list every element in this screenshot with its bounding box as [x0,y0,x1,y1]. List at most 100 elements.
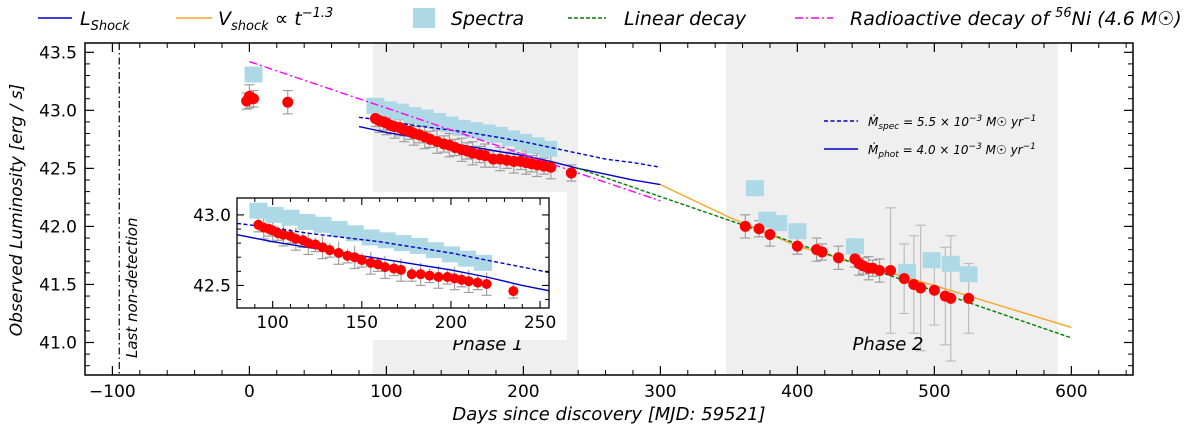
y-axis-label: Observed Luminosity [erg / s] [7,84,27,337]
spectra-markers [244,66,978,283]
photometry-point [753,223,765,235]
photometry-point [479,150,491,162]
series-line-mdot-spec [358,116,661,168]
mdot-phot-label: Ṁphot = 4.0 × 10−3 M☉ yr−1 [868,142,1036,160]
inset-frame [236,197,550,309]
inset-spectra-marker [265,206,284,223]
photometry-point [898,273,910,285]
spectra-marker [922,252,941,269]
photometry-point [928,284,940,296]
inset-photometry-point [396,264,407,275]
legend-label-nickel: Radioactive decay of 56Ni (4.6 M☉) [850,6,1182,30]
mdot-spec-label: Ṁspec = 5.5 × 10−3 M☉ yr−1 [868,114,1036,132]
spectra-marker [539,140,558,157]
y-tick-label: 42.5 [39,159,77,179]
legend-label-vshock: Vshock ∝ t−1.3 [218,6,333,34]
inset-spectra-marker [297,213,316,230]
inset-photometry-point [324,245,335,256]
inset-x-tick-label: 200 [435,313,467,333]
legend-swatch-spectra [413,8,435,28]
legend-label-linear: Linear decay [624,8,747,30]
inset-photometry-point [433,271,444,282]
inset-spectra-marker [313,216,332,233]
photometry-point [282,96,294,108]
inset-line-mdot-spec [237,222,549,274]
inset-spectra-marker [345,225,364,242]
photometry-point [945,292,957,304]
y-tick-label: 42.0 [39,217,77,237]
spectra-marker [959,266,978,283]
inset-spectra-marker [249,202,268,219]
inset-spectra-marker [377,232,396,249]
inset-photometry-point [333,248,344,258]
inset-spectra-marker [457,250,476,267]
spectra-marker [845,238,864,255]
plot-frame [84,42,1134,376]
x-tick-label: −100 [89,382,136,402]
y-tick-label: 41.5 [39,275,77,295]
photometry-point [739,220,751,232]
inset-spectra-marker [409,237,428,254]
spectra-marker [941,255,960,272]
y-tick-label: 43.5 [39,43,77,63]
inset-line-lshock [237,234,549,292]
x-tick-label: 200 [507,382,539,402]
inset-x-tick-label: 150 [346,313,378,333]
x-tick-label: 400 [781,382,813,402]
inset-y-tick-label: 43.0 [193,206,231,226]
photometry-point [832,252,844,264]
inset-photometry-point [508,286,519,297]
spectra-marker [769,215,788,232]
last-nondetection-label: Last non-detection [123,218,141,358]
photometry-point [545,161,557,173]
x-tick-label: 500 [918,382,950,402]
phase2-label: Phase 2 [853,334,924,355]
y-tick-label: 43.0 [39,101,77,121]
inset-spectra-marker [474,254,493,271]
axes: −100 0 100 200 300 400 500 600 41.0 41.5 42.0 42.5 4… [39,42,1134,402]
legend-label-lshock: LShock [80,8,130,34]
spectra-marker [745,180,764,197]
x-tick-label: 600 [1055,382,1087,402]
inset-x-tick-label: 250 [524,313,556,333]
inset-photometry-point [463,276,474,287]
inset-spectra-marker [281,209,300,226]
legend: LShock Vshock ∝ t−1.3 Spectra Linear dec… [38,6,1182,34]
photometry-point [791,240,803,252]
x-tick-label: 300 [644,382,676,402]
phase-region-2 [726,43,1058,375]
inset-photometry-point [415,269,426,280]
spectra-marker [244,66,263,83]
inset-data [237,202,549,299]
inset-y-tick-label: 42.5 [193,276,231,296]
mdot-legend: Ṁspec = 5.5 × 10−3 M☉ yr−1 Ṁphot = 4.0 ×… [824,114,1036,160]
inset-spectra-marker [393,235,412,252]
photometry-points [241,90,975,304]
inset-x-tick-label: 100 [256,313,288,333]
photometry-point [565,167,577,179]
photometry-point [963,292,975,304]
inset-spectra-marker [441,246,460,263]
spectra-marker [788,223,807,240]
inset-photometry-point [356,255,367,266]
photometry-point [764,229,776,241]
inset-photometry-point [472,277,483,288]
inset-spectra-marker [361,229,380,246]
inset-spectra-marker [425,242,444,259]
inset-plot: 100 150 200 250 42.5 43.0 [175,192,567,340]
photometry-point [816,246,828,258]
x-tick-label: 0 [244,382,255,402]
inset-spectra-marker [329,221,348,238]
legend-label-spectra: Spectra [451,8,524,30]
x-axis-label: Days since discovery [MJD: 59521] [452,404,765,425]
inset-photometry-point [481,279,492,290]
photometry-point [248,93,260,105]
inset-photometry-point [406,269,417,280]
photometry-point [885,265,897,277]
y-tick-label: 41.0 [39,333,77,353]
photometry-point [915,282,927,294]
photometry-point [874,265,886,277]
x-tick-label: 100 [370,382,402,402]
